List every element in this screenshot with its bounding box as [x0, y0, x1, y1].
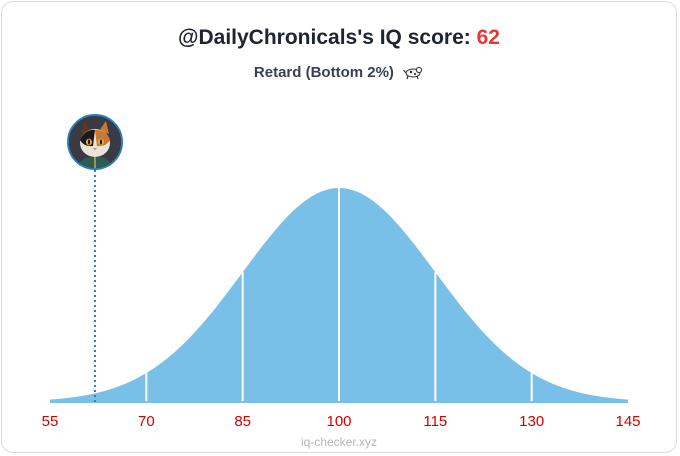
title-prefix: @DailyChronicals's IQ score:: [178, 26, 471, 49]
tick-label-130: 130: [519, 413, 544, 430]
tick-label-115: 115: [423, 413, 447, 430]
cat-avatar-icon: [66, 114, 123, 170]
tick-label-55: 55: [42, 413, 59, 430]
tick-label-85: 85: [234, 413, 251, 430]
tick-label-100: 100: [326, 413, 351, 430]
page-title: @DailyChronicals's IQ score: 62: [2, 26, 676, 50]
tick-label-70: 70: [138, 413, 155, 430]
dog-icon: [402, 64, 424, 84]
x-axis-ticks: 55 70 85 100 115 130 145: [42, 413, 641, 430]
iq-score-value: 62: [476, 26, 500, 49]
percentile-subtitle: Retard (Bottom 2%): [2, 64, 676, 84]
sd-lines: [145, 188, 533, 402]
tick-label-145: 145: [615, 413, 640, 430]
subtitle-text: Retard (Bottom 2%): [253, 64, 394, 81]
watermark: iq-checker.xyz: [300, 435, 378, 449]
